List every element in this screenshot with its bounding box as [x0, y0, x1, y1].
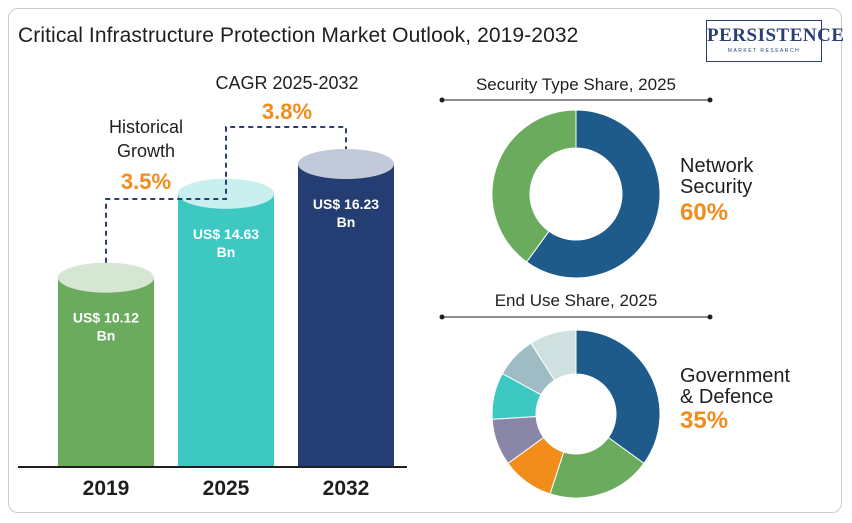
donut1-rule-dot-left [439, 97, 445, 103]
cagr-value: 3.8% [262, 99, 312, 124]
bar-chart: US$ 10.12 Bn 2019 US$ 14.63 Bn 2025 US$ 16.23 B… [18, 149, 407, 500]
donut1-highlight-label: Network Security [680, 155, 754, 198]
donut2-title: End Use Share, 2025 [495, 291, 658, 310]
donut-end-use [491, 329, 661, 499]
brand-logo: PERSISTENCE MARKET RESEARCH [706, 20, 845, 62]
historical-growth-connector [105, 178, 227, 263]
donut2-title-bg [462, 288, 690, 314]
bar-value-label: US$ 10.12 Bn [73, 310, 139, 344]
page-title: Critical Infrastructure Protection Marke… [18, 24, 579, 47]
logo-subtitle: MARKET RESEARCH [727, 48, 801, 54]
historical-growth-value: 3.5% [121, 169, 171, 194]
donut1-title: Security Type Share, 2025 [476, 75, 676, 94]
logo-name: PERSISTENCE [707, 25, 845, 46]
donut-slice [575, 329, 661, 465]
donut-slice [530, 329, 577, 381]
category-label-2025: 2025 [203, 477, 250, 500]
bar-2019 [58, 277, 154, 466]
bar-2025 [178, 193, 274, 466]
bar-cap-2025 [178, 178, 274, 209]
bar-cap-2019 [58, 262, 154, 293]
bar-value-label: US$ 16.23 Bn [313, 196, 379, 230]
donut-security-type [491, 109, 661, 279]
donut1-rule-dot-right [707, 97, 713, 103]
bar-cap-2032 [298, 149, 394, 179]
growth-connectors [105, 126, 347, 263]
donut-slice [525, 109, 661, 279]
category-label-2032: 2032 [323, 477, 370, 500]
bar-2032 [298, 164, 394, 466]
cagr-label: CAGR 2025-2032 [215, 73, 358, 93]
donut2-rule-dot-left [439, 314, 445, 320]
donut2-highlight-label: Government & Defence [680, 365, 790, 408]
donut1-highlight-value: 60% [680, 199, 728, 226]
bar-value-label: US$ 14.63 Bn [193, 226, 259, 260]
donut1-title-bg [452, 72, 700, 98]
donut-slice [491, 109, 577, 263]
donut2-highlight-value: 35% [680, 407, 728, 434]
category-label-2019: 2019 [83, 477, 130, 500]
historical-growth-label: Historical Growth [109, 117, 183, 161]
donut2-rule-dot-right [707, 314, 713, 320]
cagr-connector [225, 126, 347, 177]
